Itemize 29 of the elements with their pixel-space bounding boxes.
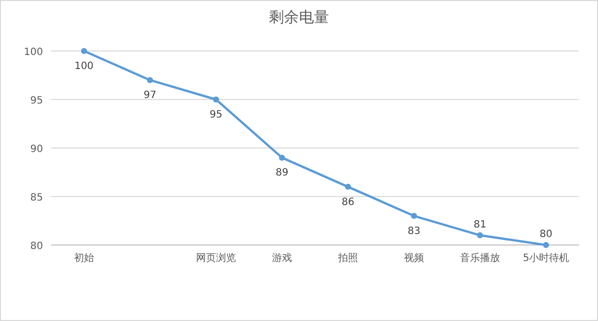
data-label: 86 [342, 196, 354, 208]
data-label: 80 [540, 229, 552, 240]
x-tick-label: 拍照 [337, 252, 358, 264]
chart-title: 剩余电量 [269, 8, 329, 26]
point [543, 242, 549, 248]
point [81, 48, 87, 54]
point [213, 96, 219, 102]
y-tick-label: 85 [30, 192, 43, 204]
data-label: 97 [144, 90, 156, 102]
x-tick-label: 网页浏览 [196, 252, 236, 264]
data-label: 83 [408, 226, 420, 237]
point [477, 232, 483, 238]
y-tick-label: 100 [24, 47, 43, 58]
data-label: 89 [276, 168, 288, 179]
data-label: 95 [210, 110, 222, 120]
x-tick-label: 视频 [404, 252, 424, 264]
y-tick-label: 95 [30, 96, 43, 106]
data-label: 81 [474, 219, 486, 230]
y-tick-label: 90 [30, 144, 43, 155]
point [345, 184, 351, 190]
point [411, 212, 417, 219]
x-tick-label: 5小时待机 [522, 252, 570, 264]
data-label: 100 [74, 61, 94, 72]
x-tick-label: 音乐播放 [460, 252, 500, 264]
y-tick-label: 80 [30, 241, 43, 252]
point [147, 77, 153, 84]
x-tick-label: 初始 [74, 252, 94, 264]
x-tick-label: 游戏 [272, 252, 292, 264]
point [279, 154, 285, 161]
